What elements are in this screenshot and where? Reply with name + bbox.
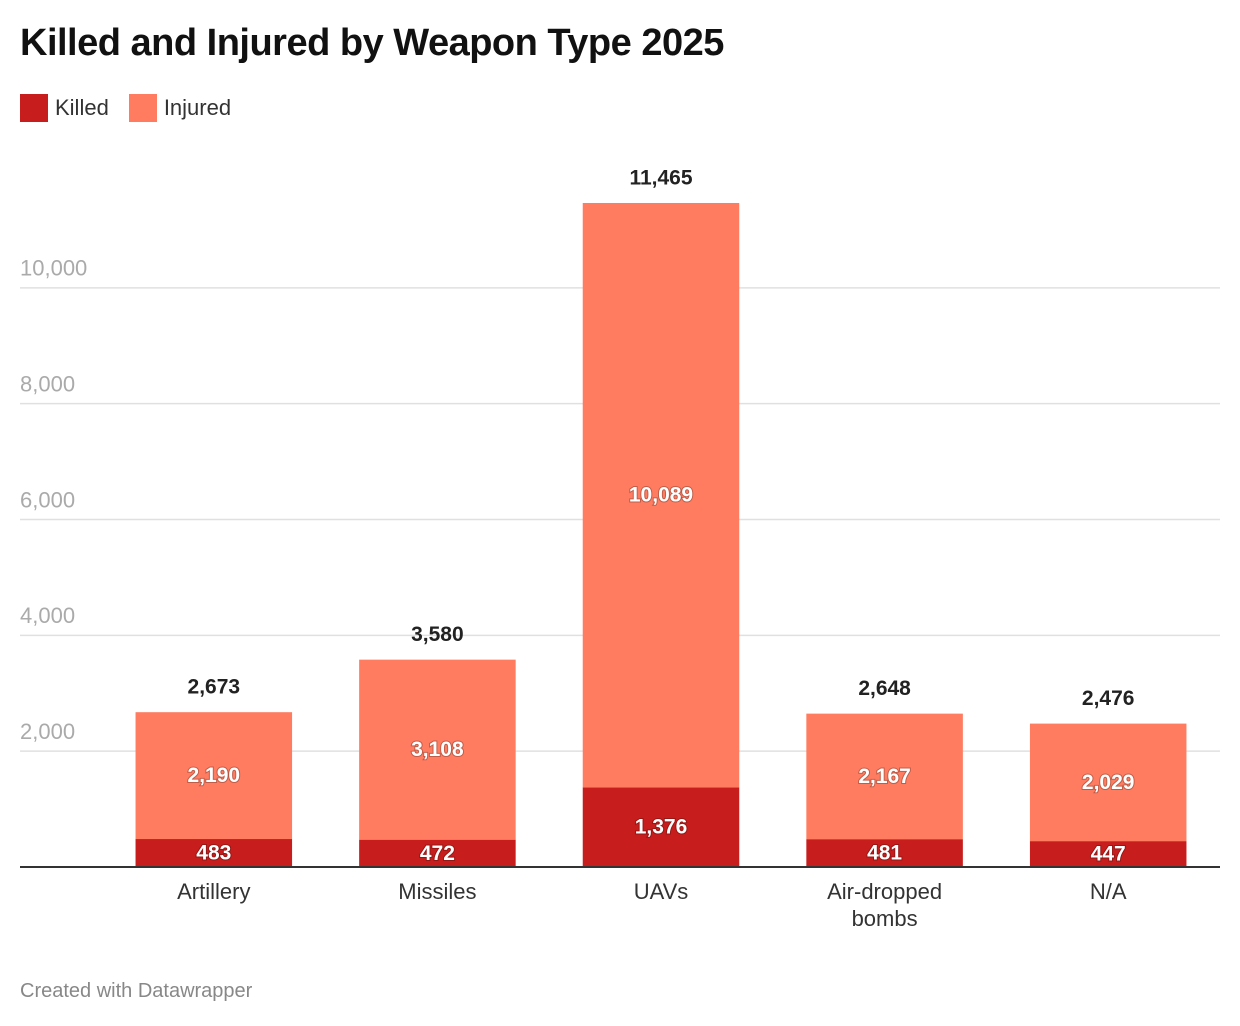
x-tick-label: Artillery — [177, 879, 251, 904]
total-label: 2,648 — [858, 677, 911, 700]
y-tick-label: 4,000 — [20, 603, 75, 628]
legend-item: Killed — [20, 94, 109, 122]
total-label: 2,673 — [188, 676, 241, 699]
bar-segment — [806, 839, 963, 867]
legend-swatch — [128, 94, 157, 122]
bar-segment — [582, 202, 740, 788]
total-label: 11,465 — [629, 167, 692, 190]
bar-segment — [582, 787, 740, 867]
bar-segment — [359, 839, 516, 867]
total-label: 2,476 — [1082, 687, 1135, 710]
credit: Created with Datawrapper — [20, 980, 253, 1002]
value-label: 10,089 — [629, 484, 693, 507]
bar-segment — [135, 839, 293, 867]
legend-item: Injured — [128, 94, 232, 122]
bar-segment — [806, 713, 963, 840]
bar-segment — [1029, 841, 1187, 867]
legend-label: Injured — [163, 95, 232, 120]
x-tick-label: Missiles — [398, 879, 477, 904]
value-label: 2,190 — [188, 764, 241, 787]
value-label: 481 — [867, 842, 902, 865]
y-tick-label: 10,000 — [20, 256, 87, 281]
value-label: 447 — [1091, 843, 1126, 866]
y-tick-label: 8,000 — [20, 371, 75, 396]
bar-segment — [1029, 723, 1187, 842]
bar-segment — [135, 712, 293, 840]
legend-swatch — [20, 94, 48, 122]
total-label: 3,580 — [411, 623, 464, 646]
value-label: 483 — [196, 842, 231, 865]
x-tick-label: N/A — [1089, 879, 1127, 904]
y-tick-label: 6,000 — [20, 487, 75, 512]
bar-segment — [359, 659, 516, 840]
chart-title: Killed and Injured by Weapon Type 2025 — [20, 22, 724, 64]
x-tick-label: UAVs — [633, 879, 689, 904]
x-tick-label: Air-dropped bombs — [827, 879, 943, 931]
value-label: 1,376 — [635, 816, 688, 839]
value-label: 2,029 — [1082, 771, 1135, 794]
value-label: 2,167 — [858, 765, 911, 788]
legend-label: Killed — [55, 95, 109, 120]
y-tick-label: 2,000 — [20, 719, 75, 744]
value-label: 3,108 — [411, 738, 464, 761]
legend: Killed Injured — [20, 94, 251, 122]
value-label: 472 — [420, 842, 455, 865]
